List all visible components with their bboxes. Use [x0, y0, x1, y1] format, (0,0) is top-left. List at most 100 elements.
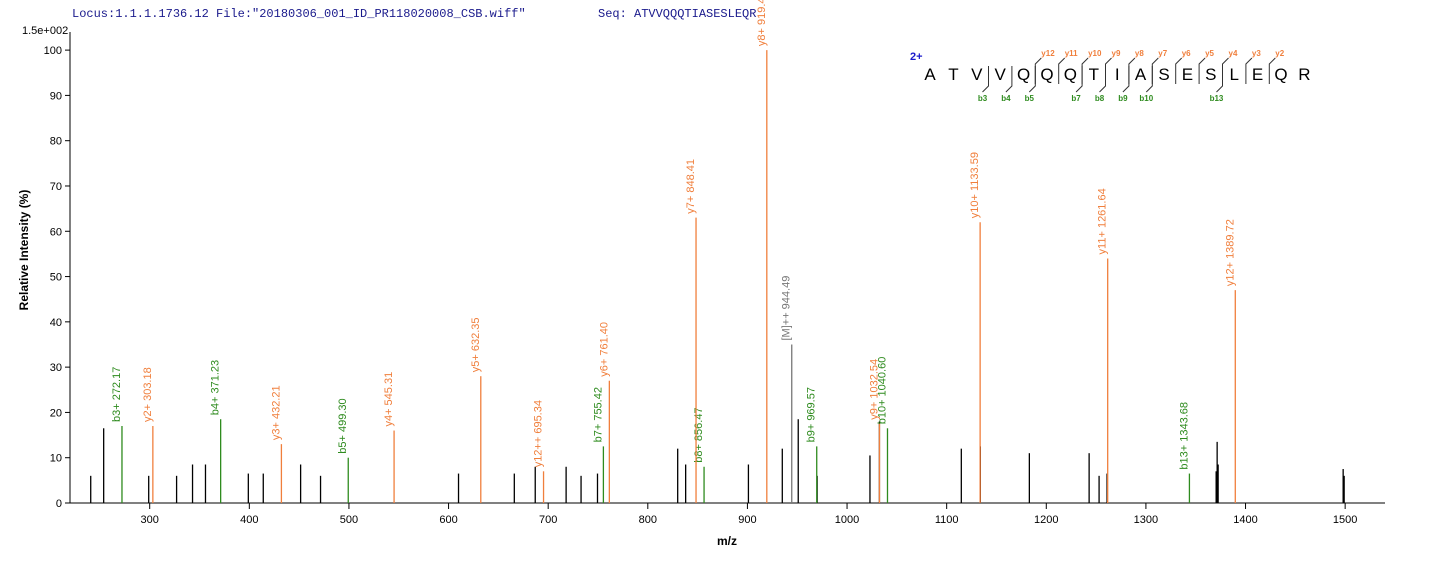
y-cleavage: [1222, 57, 1229, 84]
y-cleavage: [1175, 57, 1183, 84]
y-tick-label: 80: [50, 136, 62, 148]
peak-label: y3+ 432.21: [270, 385, 282, 440]
b-cleavage: [1075, 66, 1083, 93]
y-ion-label: y3: [1252, 49, 1261, 58]
y-cleavage: [1268, 57, 1276, 84]
y-tick-label: 70: [50, 181, 62, 193]
residue: S: [1158, 65, 1169, 84]
peak-label: y4+ 545.31: [383, 372, 395, 427]
peak-label: b13+ 1343.68: [1178, 402, 1190, 470]
y-tick-label: 0: [56, 498, 62, 510]
peak-label: b8+ 856.47: [693, 407, 705, 462]
y-tick-label: 90: [50, 90, 62, 102]
sequence-header: Seq: ATVVQQQTIASESLEQR: [598, 7, 756, 21]
peak-label: y10+ 1133.59: [969, 152, 981, 218]
y-cleavage: [1081, 57, 1089, 84]
y-tick-label: 20: [50, 407, 62, 419]
b-ion-label: b10: [1139, 94, 1153, 103]
residue: R: [1298, 65, 1310, 84]
residue: Q: [1017, 65, 1030, 84]
y-ion-label: y10: [1088, 49, 1102, 58]
x-tick-label: 1500: [1333, 514, 1357, 526]
y-ion-label: y2: [1275, 49, 1284, 58]
y-ion-label: y11: [1065, 49, 1078, 58]
peak-label: b10+ 1040.60: [876, 357, 888, 425]
peak-label: b5+ 499.30: [337, 398, 349, 453]
y-tick-label: 40: [50, 317, 62, 329]
b-ion-label: b9: [1118, 94, 1128, 103]
residue: S: [1205, 65, 1216, 84]
y-cleavage: [1245, 57, 1253, 84]
peak-label: y2+ 303.18: [142, 367, 154, 422]
y-tick-label: 50: [50, 272, 62, 284]
scale-label: 1.5e+002: [22, 25, 68, 37]
peak-label: y12++ 695.34: [533, 400, 545, 467]
residue: T: [948, 65, 958, 84]
peak-label: b7+ 755.42: [592, 387, 604, 442]
b-cleavage: [1099, 66, 1106, 93]
peak-label: y5+ 632.35: [470, 317, 482, 372]
x-tick-label: 1000: [835, 514, 859, 526]
peak-label: y9+ 1032.54: [868, 359, 880, 420]
residue: Q: [1040, 65, 1053, 84]
locus-header: Locus:1.1.1.1736.12 File:"20180306_001_I…: [72, 7, 526, 21]
x-tick-label: 800: [639, 514, 657, 526]
x-tick-label: 1100: [935, 514, 959, 526]
y-tick-label: 60: [50, 226, 62, 238]
b-ion-label: b4: [1001, 94, 1011, 103]
peak-label: y11+ 1261.64: [1097, 188, 1109, 254]
residue: I: [1115, 65, 1120, 84]
x-tick-label: 1200: [1034, 514, 1058, 526]
y-ion-label: y9: [1112, 49, 1121, 58]
residue: T: [1089, 65, 1099, 84]
x-tick-label: 700: [539, 514, 557, 526]
b-ion-label: b7: [1071, 94, 1081, 103]
b-cleavage: [1216, 66, 1223, 93]
y-ion-label: y12: [1041, 49, 1055, 58]
x-tick-label: 500: [340, 514, 358, 526]
x-tick-label: 1400: [1233, 514, 1257, 526]
b-ion-label: b8: [1095, 94, 1105, 103]
peak-label: b9+ 969.57: [806, 387, 818, 442]
y-cleavage: [1058, 57, 1066, 84]
y-cleavage: [1105, 57, 1112, 84]
peak-label: y8+ 919.46: [756, 0, 768, 46]
y-tick-label: 30: [50, 362, 62, 374]
peak-label: [M]++ 944.49: [781, 276, 793, 341]
peak-label: y6+ 761.40: [598, 322, 610, 377]
residue: Q: [1274, 65, 1287, 84]
x-tick-label: 1300: [1134, 514, 1158, 526]
b-cleavage: [982, 66, 989, 93]
residue: L: [1229, 65, 1238, 84]
residue: A: [924, 65, 936, 84]
b-cleavage: [1005, 66, 1013, 93]
b-ion-label: b13: [1210, 94, 1224, 103]
b-ion-label: b5: [1025, 94, 1035, 103]
residue: E: [1182, 65, 1193, 84]
peak-label: y7+ 848.41: [685, 159, 697, 214]
x-tick-label: 400: [240, 514, 258, 526]
y-ion-label: y8: [1135, 49, 1144, 58]
b-cleavage: [1145, 66, 1153, 93]
y-ion-label: y6: [1182, 49, 1191, 58]
y-tick-label: 10: [50, 453, 62, 465]
b-cleavage: [1028, 66, 1036, 93]
x-tick-label: 900: [738, 514, 756, 526]
residue: Q: [1064, 65, 1077, 84]
y-cleavage: [1198, 57, 1206, 84]
b-cleavage: [1122, 66, 1130, 93]
residue: E: [1252, 65, 1263, 84]
peak-label: y12+ 1389.72: [1224, 219, 1236, 286]
x-axis-title: m/z: [717, 534, 737, 548]
peak-label: b3+ 272.17: [111, 367, 123, 422]
y-ion-label: y4: [1229, 49, 1238, 58]
b-ion-label: b3: [978, 94, 988, 103]
y-ion-label: y7: [1158, 49, 1167, 58]
y-axis-title: Relative Intensity (%): [17, 190, 31, 311]
x-tick-label: 300: [141, 514, 159, 526]
x-tick-label: 600: [439, 514, 457, 526]
residue: V: [995, 65, 1007, 84]
residue: A: [1135, 65, 1147, 84]
y-ion-label: y5: [1205, 49, 1214, 58]
